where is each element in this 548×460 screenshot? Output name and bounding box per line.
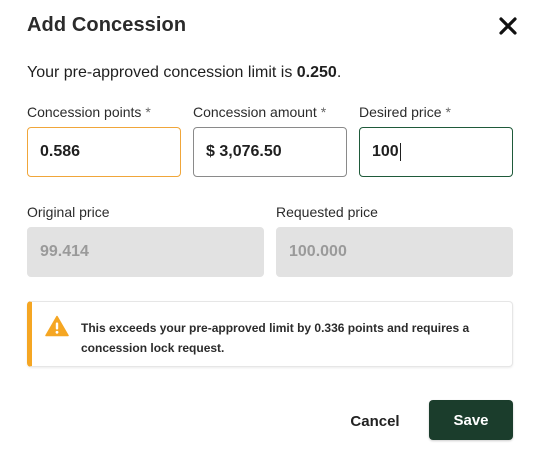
concession-amount-input[interactable]: $ 3,076.50 — [193, 127, 347, 177]
original-price-field: 99.414 — [27, 227, 264, 277]
desired-price-label-text: Desired price — [359, 104, 442, 120]
requested-price-value: 100.000 — [289, 243, 347, 260]
limit-suffix: . — [336, 64, 342, 81]
concession-amount-label: Concession amount * — [193, 104, 326, 120]
concession-points-value: 0.586 — [40, 143, 81, 160]
concession-amount-label-text: Concession amount — [193, 104, 317, 120]
desired-price-value: 100 — [372, 143, 399, 160]
dialog-title: Add Concession — [27, 14, 187, 36]
concession-points-label: Concession points * — [27, 104, 151, 120]
required-marker: * — [145, 104, 151, 120]
original-price-label: Original price — [27, 204, 110, 220]
limit-warning-alert: This exceeds your pre-approved limit by … — [27, 301, 513, 367]
concession-points-label-text: Concession points — [27, 104, 142, 120]
required-marker: * — [320, 104, 327, 120]
alert-message: This exceeds your pre-approved limit by … — [81, 318, 501, 358]
desired-price-input[interactable]: 100 — [359, 127, 513, 177]
desired-price-label: Desired price * — [359, 104, 451, 120]
alert-amount: 0.336 — [314, 321, 345, 335]
limit-text: Your pre-approved concession limit is 0.… — [27, 64, 341, 82]
requested-price-field: 100.000 — [276, 227, 513, 277]
concession-points-input[interactable]: 0.586 — [27, 127, 181, 177]
alert-text-part1: This exceeds your pre-approved limit by — [81, 321, 315, 335]
save-button[interactable]: Save — [429, 400, 513, 440]
limit-prefix: Your pre-approved concession limit is — [27, 64, 297, 81]
concession-amount-value: $ 3,076.50 — [206, 143, 282, 160]
cancel-button[interactable]: Cancel — [340, 402, 410, 440]
limit-value: 0.250 — [296, 64, 337, 81]
requested-price-label: Requested price — [276, 204, 378, 220]
text-caret — [399, 143, 401, 161]
original-price-value: 99.414 — [40, 243, 89, 260]
warning-icon — [45, 315, 69, 337]
close-icon[interactable] — [498, 16, 518, 36]
alert-text-part2: points and requires a concession lock re… — [81, 321, 470, 355]
required-marker: * — [445, 104, 451, 120]
